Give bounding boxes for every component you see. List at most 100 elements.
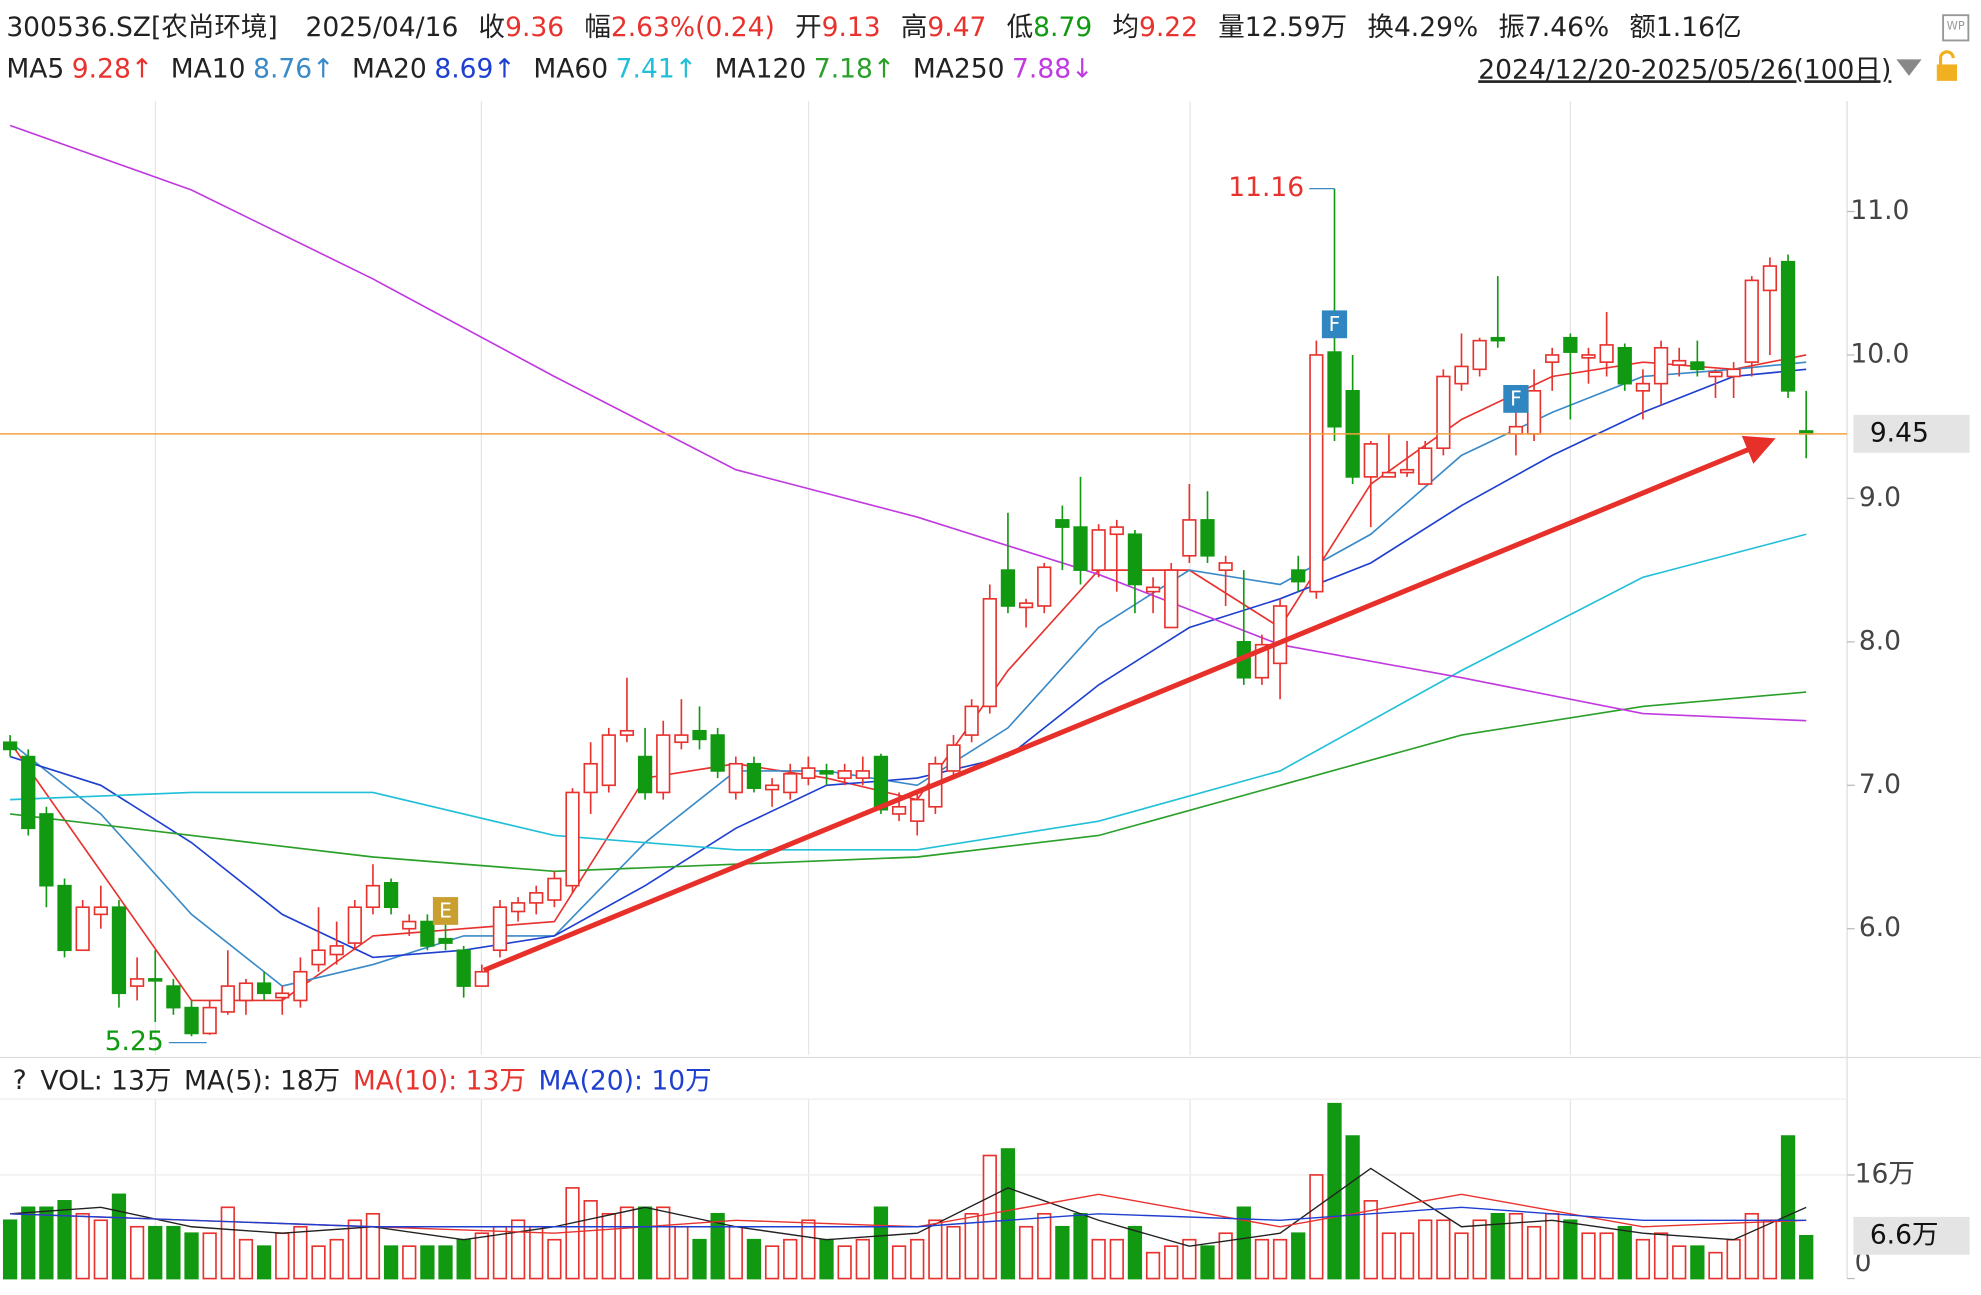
y-tick-label: 8.0 <box>1859 625 1901 656</box>
volume-bar <box>1708 1251 1723 1280</box>
candle-body <box>202 1006 217 1035</box>
volume-bar <box>1018 1225 1034 1280</box>
candle-body <box>855 770 870 779</box>
volume-bar <box>57 1200 72 1280</box>
volume-bar <box>1218 1232 1233 1280</box>
volume-bar <box>293 1225 308 1280</box>
volume-bar <box>148 1225 163 1280</box>
header-value: 8.79 <box>1033 11 1092 42</box>
y-tick-label: 6.0 <box>1859 912 1901 943</box>
volume-bar <box>1236 1206 1251 1280</box>
candle-body <box>601 734 616 787</box>
wp-icon[interactable]: WP <box>1942 14 1970 42</box>
candle-body <box>111 906 127 995</box>
volume-bar <box>1672 1245 1687 1280</box>
volume-bar <box>674 1225 689 1280</box>
volume-bar <box>1182 1238 1197 1280</box>
volume-bar <box>1799 1234 1814 1280</box>
candle-body <box>311 949 326 966</box>
header-label: 开 <box>795 11 822 42</box>
volume-bar <box>1472 1219 1487 1280</box>
svg-text:?: ? <box>13 1065 27 1096</box>
volume-bar <box>710 1212 725 1280</box>
volume-bar <box>1508 1212 1524 1280</box>
volume-bar <box>474 1232 489 1280</box>
candle-body <box>383 881 399 909</box>
header-value: 4.29% <box>1394 11 1478 42</box>
help-icon[interactable]: ? <box>13 1065 27 1096</box>
volume-bar <box>166 1225 181 1280</box>
candle-body <box>1309 354 1324 593</box>
candle-body <box>1690 361 1705 371</box>
ma-line <box>9 124 1807 722</box>
volume-bar <box>1145 1251 1161 1280</box>
candle-body <box>57 884 72 952</box>
candle-body <box>1708 371 1723 378</box>
candle-body <box>1780 260 1796 392</box>
dropdown[interactable] <box>1896 59 1922 76</box>
candle-body <box>420 920 435 947</box>
ma-name: MA20 <box>352 53 427 84</box>
candle-body <box>438 937 453 944</box>
volume-bar <box>637 1206 653 1280</box>
volume-bar <box>202 1232 217 1280</box>
candle-body <box>764 784 780 791</box>
candle-body <box>21 755 36 830</box>
ma-legend: MA5 9.28↑ MA10 8.76↑ MA20 8.69↑ MA60 7.41↑ MA120… <box>6 53 1093 84</box>
volume-bar <box>964 1212 979 1280</box>
candle-body <box>1381 471 1397 478</box>
candle-body <box>1454 365 1469 385</box>
candle-body <box>837 770 852 779</box>
volume-bar <box>728 1225 743 1280</box>
volume-bar <box>746 1238 762 1280</box>
candle-body <box>456 949 471 987</box>
event-marker <box>432 897 459 925</box>
volume-bar <box>1381 1232 1397 1280</box>
ma-name: MA120 <box>715 53 807 84</box>
candle-body <box>1563 336 1578 353</box>
date-range[interactable]: 2024/12/20-2025/05/26(100日) <box>1478 54 1891 85</box>
candle-body <box>365 884 381 909</box>
volume-bar <box>1526 1225 1542 1280</box>
candle-body <box>529 892 544 904</box>
volume-legend-item: MA(20): 10万 <box>539 1065 712 1096</box>
volume-legend-item: MA(5): 18万 <box>184 1065 340 1096</box>
candle-body <box>964 705 979 736</box>
candle-body <box>275 992 290 999</box>
candle-body <box>1073 526 1088 571</box>
volume-bar <box>547 1238 562 1280</box>
volume-bar <box>402 1245 417 1280</box>
candle-body <box>474 970 489 987</box>
candle-body <box>692 729 707 741</box>
candle-body <box>710 734 725 772</box>
volume-bar <box>1454 1232 1469 1280</box>
volume-bar <box>1127 1225 1143 1280</box>
candle-body <box>1091 529 1106 571</box>
volume-bar <box>1399 1232 1415 1280</box>
ma-value: 9.28↑ <box>72 53 153 84</box>
volume-bar <box>1254 1238 1270 1280</box>
lock-icon[interactable] <box>1936 50 1957 81</box>
candle-body <box>873 755 889 811</box>
candle-body <box>1145 586 1161 593</box>
candle-body <box>402 920 417 930</box>
candle-body <box>891 805 907 815</box>
volume-bar <box>1563 1219 1578 1280</box>
plot: 6.07.08.09.010.011.0016万9.456.6万11.165.2… <box>0 124 1970 1280</box>
candle-body <box>910 798 925 822</box>
candle-body <box>1182 519 1197 557</box>
volume-bar <box>21 1206 36 1280</box>
ma-line <box>10 1206 1807 1228</box>
ma-line <box>9 368 1807 959</box>
candle-body <box>39 813 54 887</box>
candle-body <box>1200 519 1215 557</box>
candle-body <box>1018 602 1034 609</box>
candle-body <box>1744 279 1759 363</box>
event-marker <box>1321 310 1348 339</box>
candle-body <box>1526 390 1542 435</box>
candle-body <box>238 982 254 1002</box>
event-label: F <box>1510 387 1522 411</box>
volume-bar <box>819 1238 834 1280</box>
volume-tick-label: 16万 <box>1855 1158 1915 1189</box>
